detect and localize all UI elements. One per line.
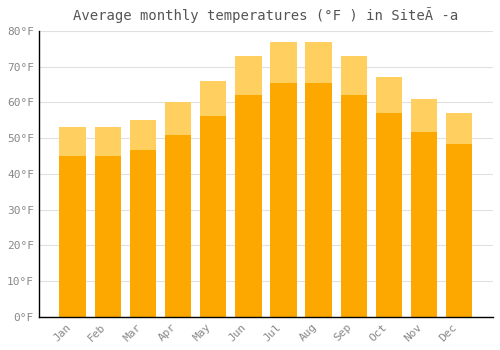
Bar [340, 56, 367, 95]
Bar [165, 103, 191, 135]
Bar [60, 127, 86, 317]
Bar [306, 42, 332, 83]
Bar [94, 127, 121, 156]
Bar [60, 127, 86, 156]
Bar [270, 42, 296, 83]
Bar [306, 42, 332, 317]
Bar [235, 56, 262, 95]
Bar [235, 56, 262, 317]
Bar [130, 120, 156, 150]
Bar [200, 81, 226, 117]
Bar [376, 77, 402, 317]
Bar [200, 81, 226, 317]
Bar [411, 99, 438, 132]
Bar [165, 103, 191, 317]
Bar [130, 120, 156, 317]
Bar [411, 99, 438, 317]
Bar [94, 127, 121, 317]
Title: Average monthly temperatures (°F ) in SiteÃ -a: Average monthly temperatures (°F ) in Si… [74, 7, 458, 23]
Bar [446, 113, 472, 144]
Bar [270, 42, 296, 317]
Bar [340, 56, 367, 317]
Bar [446, 113, 472, 317]
Bar [376, 77, 402, 113]
